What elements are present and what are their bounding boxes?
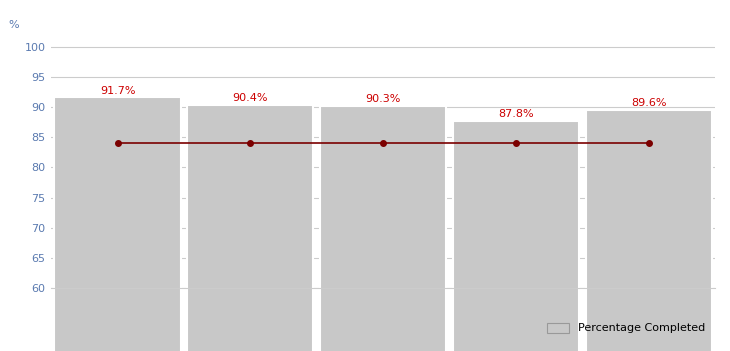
Legend: Percentage Completed: Percentage Completed <box>542 318 710 338</box>
Text: %: % <box>8 20 18 30</box>
Bar <box>55 97 180 351</box>
Text: 89.6%: 89.6% <box>631 98 666 108</box>
Bar <box>188 105 313 351</box>
Text: 90.4%: 90.4% <box>233 93 268 104</box>
Text: 91.7%: 91.7% <box>100 86 135 95</box>
Bar <box>320 106 446 351</box>
Bar <box>453 120 579 351</box>
Text: 90.3%: 90.3% <box>366 94 401 104</box>
Bar <box>586 110 712 351</box>
Text: 87.8%: 87.8% <box>499 109 534 119</box>
